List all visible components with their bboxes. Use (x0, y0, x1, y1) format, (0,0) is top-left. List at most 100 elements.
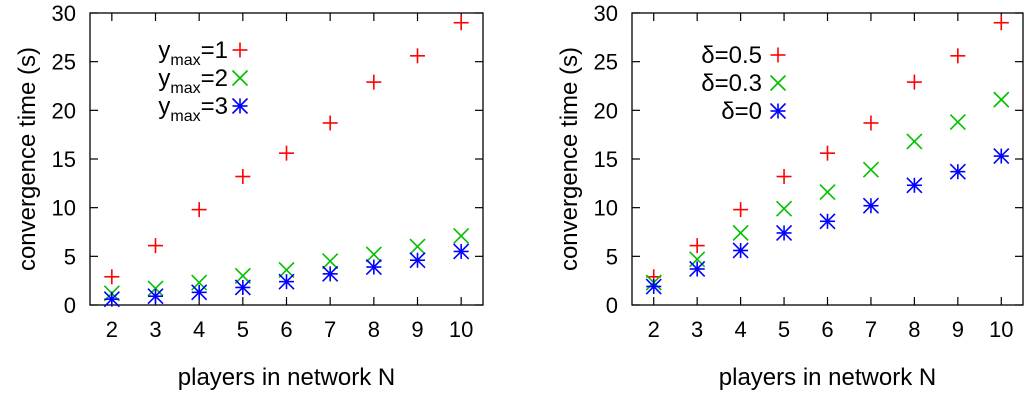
series-3 (103, 243, 470, 308)
legend-marker (769, 102, 787, 120)
data-point (278, 261, 295, 279)
x-tick-label: 10 (989, 317, 1013, 342)
y-tick-label: 15 (52, 147, 76, 172)
data-point (191, 202, 207, 218)
data-point (733, 202, 749, 218)
legend-label-main: y (158, 93, 170, 120)
data-point (365, 258, 382, 276)
data-point (949, 163, 966, 180)
y-tick-label: 5 (606, 244, 618, 269)
data-point (689, 260, 706, 278)
data-point (906, 133, 923, 150)
y-tick-label: 30 (594, 1, 618, 26)
x-tick-label: 5 (237, 317, 249, 342)
x-tick-label: 5 (778, 317, 790, 342)
data-point (862, 161, 880, 178)
data-point (104, 269, 120, 285)
legend-entry-label: δ=0.5 (701, 42, 762, 69)
legend-label-suffix: =3 (201, 93, 228, 120)
y-tick-label: 25 (594, 50, 618, 75)
data-point (453, 243, 470, 260)
legend-marker (231, 69, 249, 87)
y-axis-label: convergence time (s) (556, 47, 583, 271)
data-point (949, 113, 966, 131)
legend-entry-label: δ=0 (721, 98, 762, 125)
legend-marker (232, 42, 248, 58)
y-tick-label: 20 (594, 98, 618, 123)
y-tick-label: 20 (52, 98, 76, 123)
data-point (993, 15, 1009, 31)
data-point (234, 279, 251, 296)
data-point (906, 74, 922, 90)
y-tick-label: 0 (606, 293, 618, 318)
series-3 (645, 148, 1010, 295)
data-point (775, 200, 793, 217)
series-2 (645, 91, 1010, 291)
data-point (322, 265, 339, 282)
legend-marker (769, 74, 787, 92)
x-tick-label: 10 (449, 317, 473, 342)
x-tick-label: 2 (106, 317, 118, 342)
x-tick-label: 4 (193, 317, 205, 342)
y-tick-label: 0 (64, 293, 76, 318)
legend-marker (231, 97, 249, 115)
legend-entry-label: ymax=3 (158, 93, 228, 125)
data-point (322, 253, 339, 270)
x-tick-label: 6 (280, 317, 292, 342)
data-point (453, 15, 469, 31)
data-point (234, 267, 251, 284)
x-axis-label: players in network N (719, 364, 936, 391)
x-tick-label: 7 (865, 317, 877, 342)
x-tick-label: 7 (324, 317, 336, 342)
data-point (235, 169, 251, 185)
data-point (993, 91, 1010, 108)
y-tick-label: 25 (52, 50, 76, 75)
legend-label-sub: max (170, 52, 200, 69)
legend-label-sub: max (170, 108, 200, 125)
legend-label-sub: max (170, 80, 200, 97)
data-point (148, 238, 163, 254)
x-tick-label: 9 (952, 317, 964, 342)
y-tick-label: 5 (64, 244, 76, 269)
chart-panel-1: 0 5 10 15 20 25 30 2 3 4 5 6 7 8 9 10 players in network… (14, 1, 484, 391)
data-point (906, 177, 923, 194)
data-point (775, 224, 793, 242)
data-point (689, 238, 705, 254)
legend-label-main: y (158, 65, 170, 92)
x-tick-label: 9 (411, 317, 423, 342)
data-point (278, 273, 295, 290)
legend-entry-label: ymax=1 (158, 37, 228, 69)
y-axis-label: convergence time (s) (14, 47, 41, 271)
x-tick-label: 8 (368, 317, 380, 342)
data-point (191, 284, 208, 301)
legend: δ=0.5δ=0.3δ=0 (701, 42, 787, 125)
y-tick-label: 10 (594, 196, 618, 221)
x-tick-label: 3 (691, 317, 703, 342)
data-point (819, 184, 836, 201)
data-point (732, 224, 749, 242)
legend-entry-label: δ=0.3 (701, 70, 762, 97)
data-point (409, 238, 426, 255)
x-tick-label: 3 (149, 317, 161, 342)
x-tick-label: 4 (734, 317, 746, 342)
data-point (279, 145, 294, 161)
series-1 (646, 15, 1009, 285)
data-point (147, 288, 164, 305)
data-point (453, 227, 470, 244)
data-point (365, 246, 382, 263)
data-point (820, 145, 835, 161)
data-point (103, 291, 120, 308)
chart-panel-2: 0 5 10 15 20 25 30 2 3 4 5 6 7 8 9 10 players in network… (556, 1, 1024, 391)
data-point (322, 115, 338, 131)
x-tick-label: 2 (648, 317, 660, 342)
x-tick-label: 8 (908, 317, 920, 342)
y-tick-label: 30 (52, 1, 76, 26)
x-tick-label: 6 (821, 317, 833, 342)
data-point (863, 115, 879, 131)
legend-marker (770, 47, 786, 63)
data-point (993, 148, 1010, 165)
y-tick-label: 15 (594, 147, 618, 172)
data-point (147, 280, 164, 297)
